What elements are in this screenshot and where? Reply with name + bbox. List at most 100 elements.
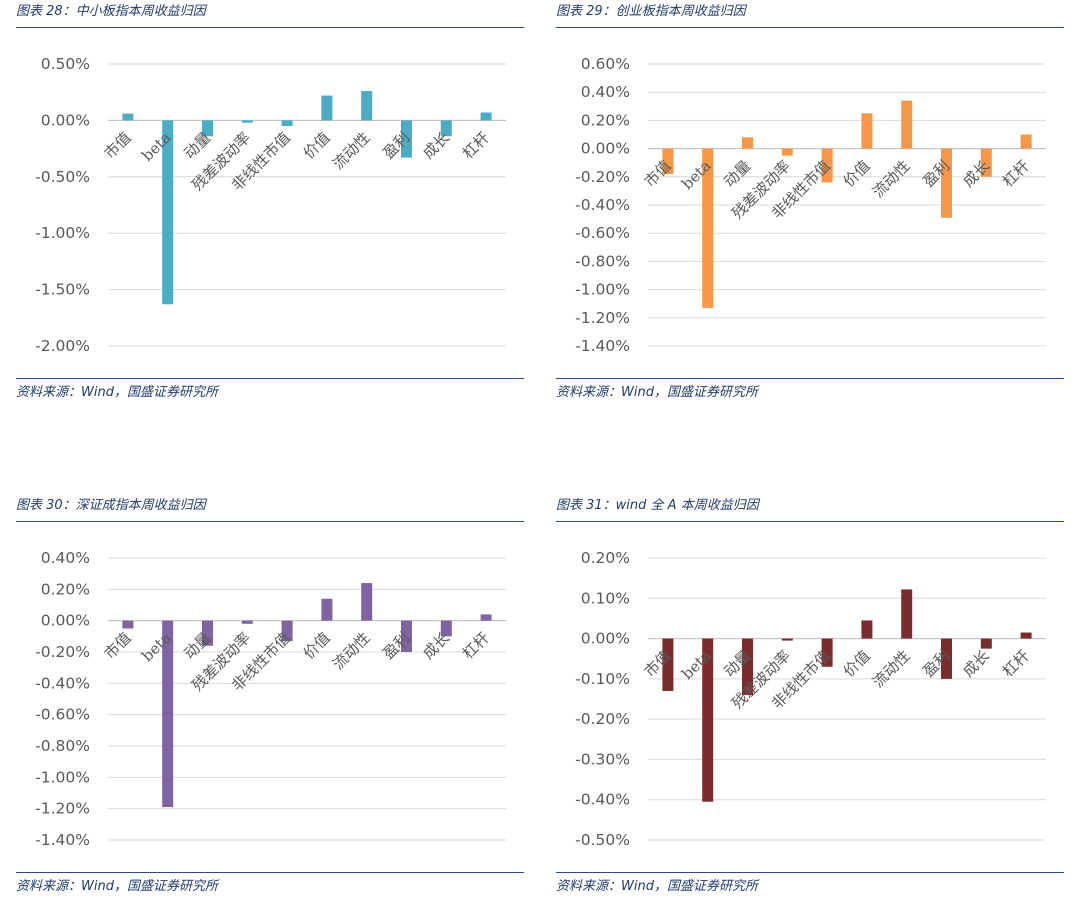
bar-5 xyxy=(821,148,833,183)
bar-3 xyxy=(202,120,213,137)
bar-6 xyxy=(861,113,873,149)
x-tick-label: 流动性 xyxy=(869,157,914,202)
bar-2 xyxy=(702,148,714,308)
bar-chart: 0.50%0.00%-0.50%-1.00%-1.50%-2.00%市值 beta… xyxy=(35,55,506,355)
bar-8 xyxy=(941,638,952,679)
y-tick-label: -1.50% xyxy=(35,281,90,299)
y-tick-label: -0.50% xyxy=(35,168,90,186)
x-tick-label: 流动性 xyxy=(329,129,374,174)
bar-7 xyxy=(361,583,373,621)
y-tick-label: -2.00% xyxy=(35,337,90,355)
bar-9 xyxy=(440,620,452,637)
y-tick-label: -1.20% xyxy=(35,800,90,818)
y-tick-label: -1.00% xyxy=(35,768,90,786)
bar-4 xyxy=(241,120,253,123)
y-tick-label: -0.50% xyxy=(575,831,630,849)
bar-8 xyxy=(941,148,952,218)
bar-3 xyxy=(742,638,753,695)
y-tick-label: 0.00% xyxy=(41,612,90,630)
y-tick-label: 0.20% xyxy=(581,549,630,567)
y-tick-label: 0.20% xyxy=(581,111,630,129)
bar-8 xyxy=(401,620,412,652)
bar-3 xyxy=(202,620,213,646)
y-tick-label: -0.40% xyxy=(35,674,90,692)
y-tick-label: -0.60% xyxy=(35,706,90,724)
y-tick-label: -1.00% xyxy=(575,281,630,299)
chart-title: 图表 29：创业板指本周收益归因 xyxy=(556,4,746,19)
x-tick-label: 流动性 xyxy=(869,647,914,692)
bar-7 xyxy=(901,589,913,639)
x-tick-label: 市值 xyxy=(101,129,135,163)
source-rule xyxy=(16,378,524,379)
y-tick-label: -0.80% xyxy=(35,737,90,755)
bar-7 xyxy=(361,91,373,121)
y-tick-label: 0.20% xyxy=(41,580,90,598)
bar-9 xyxy=(440,120,452,137)
x-tick-label: 价值 xyxy=(300,129,334,163)
source-rule xyxy=(556,872,1064,873)
bar-2 xyxy=(162,620,174,808)
y-tick-label: -0.10% xyxy=(575,670,630,688)
bar-6 xyxy=(861,620,873,639)
bar-1 xyxy=(662,148,674,174)
source-rule xyxy=(16,872,524,873)
bar-4 xyxy=(241,620,253,624)
x-tick-label: 价值 xyxy=(300,629,334,663)
bar-8 xyxy=(401,120,412,158)
bar-6 xyxy=(321,95,333,121)
y-tick-label: 0.00% xyxy=(581,140,630,158)
bar-10 xyxy=(1020,632,1032,639)
title-rule xyxy=(16,521,524,522)
x-tick-label: 市值 xyxy=(101,629,135,663)
bar-4 xyxy=(781,148,793,156)
bar-2 xyxy=(702,638,714,802)
y-tick-label: -1.40% xyxy=(575,337,630,355)
bar-10 xyxy=(480,112,492,121)
x-tick-label: 杠杆 xyxy=(459,629,493,663)
x-tick-label: 流动性 xyxy=(329,629,374,674)
y-tick-label: 0.40% xyxy=(581,83,630,101)
chart-title: 图表 28：中小板指本周收益归因 xyxy=(16,4,206,19)
y-tick-label: -0.20% xyxy=(575,710,630,728)
source-note: 资料来源：Wind，国盛证券研究所 xyxy=(16,385,218,400)
source-note: 资料来源：Wind，国盛证券研究所 xyxy=(556,385,758,400)
bar-4 xyxy=(781,638,793,641)
x-tick-label: 动量 xyxy=(720,157,754,191)
title-rule xyxy=(556,27,1064,28)
x-tick-label: 价值 xyxy=(840,647,874,681)
bar-chart: 0.60% 0.40% 0.20% 0.00% -0.20% -0.40% -0.60% -0… xyxy=(575,55,1046,355)
source-note: 资料来源：Wind，国盛证券研究所 xyxy=(556,879,758,894)
y-tick-label: -1.20% xyxy=(575,309,630,327)
bar-1 xyxy=(122,113,134,121)
bar-10 xyxy=(480,614,492,621)
bar-1 xyxy=(122,620,134,629)
y-tick-label: -0.30% xyxy=(575,750,630,768)
y-tick-label: 0.10% xyxy=(581,589,630,607)
y-tick-label: 0.00% xyxy=(581,630,630,648)
source-rule xyxy=(556,378,1064,379)
bar-5 xyxy=(281,120,293,127)
bar-5 xyxy=(281,620,293,642)
y-tick-label: -0.60% xyxy=(575,224,630,242)
y-tick-label: -1.00% xyxy=(35,224,90,242)
y-tick-label: -0.40% xyxy=(575,791,630,809)
chart-title: 图表 30：深证成指本周收益归因 xyxy=(16,498,206,513)
title-rule xyxy=(16,27,524,28)
y-tick-label: -0.40% xyxy=(575,196,630,214)
y-tick-label: -0.20% xyxy=(575,168,630,186)
bar-2 xyxy=(162,120,174,305)
bar-9 xyxy=(980,638,992,649)
bar-7 xyxy=(901,100,913,149)
y-tick-label: 0.00% xyxy=(41,111,90,129)
bar-9 xyxy=(980,148,992,177)
bar-chart: 0.40% 0.20% 0.00% -0.20% -0.40% -0.60% -0.80% -… xyxy=(35,549,506,849)
x-tick-label: 杠杆 xyxy=(999,157,1033,191)
bar-3 xyxy=(742,137,753,149)
bar-6 xyxy=(321,598,333,621)
y-tick-label: 0.40% xyxy=(41,549,90,567)
bar-10 xyxy=(1020,134,1032,149)
source-note: 资料来源：Wind，国盛证券研究所 xyxy=(16,879,218,894)
bar-1 xyxy=(662,638,674,691)
bar-5 xyxy=(821,638,833,667)
x-tick-label: 杠杆 xyxy=(999,647,1033,681)
